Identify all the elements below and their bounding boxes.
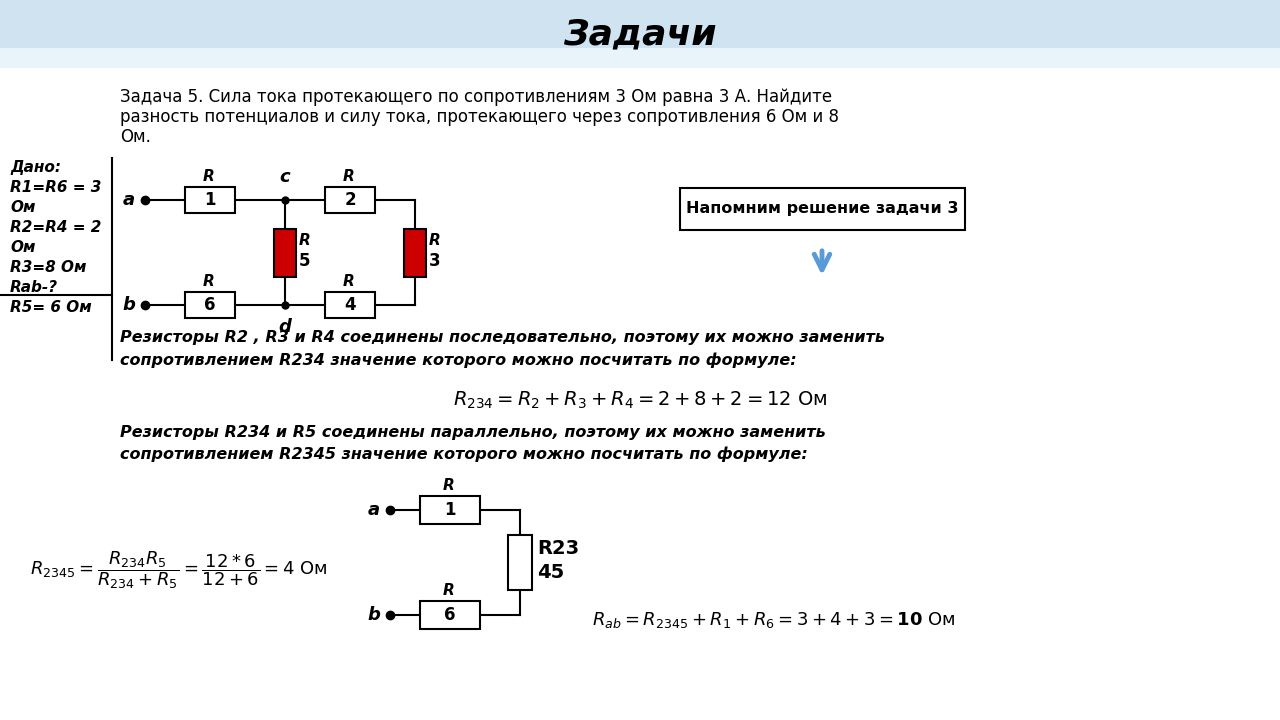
Text: R: R [443, 478, 454, 493]
Text: 3: 3 [429, 251, 440, 269]
Text: R: R [343, 169, 355, 184]
Text: 45: 45 [538, 563, 564, 582]
Bar [404, 228, 426, 276]
Text: R: R [300, 233, 311, 248]
Text: a: a [123, 191, 134, 209]
Text: 4: 4 [344, 296, 356, 314]
Text: 2: 2 [344, 191, 356, 209]
Text: 6: 6 [444, 606, 456, 624]
Text: 6: 6 [205, 296, 216, 314]
Text: R: R [343, 274, 355, 289]
Text: R: R [443, 583, 454, 598]
Text: Задача 5. Сила тока протекающего по сопротивлениям 3 Ом равна 3 А. Найдите: Задача 5. Сила тока протекающего по сопр… [120, 88, 832, 106]
Text: 5: 5 [300, 251, 311, 269]
Text: Rab-?: Rab-? [10, 280, 58, 295]
Text: R: R [204, 169, 215, 184]
FancyBboxPatch shape [0, 48, 1280, 68]
Bar [325, 292, 375, 318]
Text: d: d [279, 318, 292, 336]
Text: Напомним решение задачи 3: Напомним решение задачи 3 [686, 202, 959, 217]
Text: Дано:: Дано: [10, 160, 61, 175]
FancyBboxPatch shape [0, 0, 1280, 68]
Text: b: b [122, 296, 134, 314]
Text: Резисторы R234 и R5 соединены параллельно, поэтому их можно заменить: Резисторы R234 и R5 соединены параллельн… [120, 425, 826, 440]
Text: $R_{ab} = R_{2345} + R_1 + R_6 = 3 + 4 + 3 = \mathbf{10}$ Ом: $R_{ab} = R_{2345} + R_1 + R_6 = 3 + 4 +… [591, 610, 956, 630]
Text: $R_{2345} = \dfrac{R_{234}R_5}{R_{234} + R_5} = \dfrac{12 * 6}{12 + 6} = 4$ Ом: $R_{2345} = \dfrac{R_{234}R_5}{R_{234} +… [29, 549, 328, 591]
Text: a: a [367, 501, 380, 519]
Text: R: R [429, 233, 440, 248]
Text: R: R [204, 274, 215, 289]
Text: 1: 1 [205, 191, 216, 209]
Bar [274, 228, 296, 276]
Text: c: c [280, 168, 291, 186]
Bar [508, 535, 532, 590]
Bar [420, 496, 480, 524]
Text: сопротивлением R2345 значение которого можно посчитать по формуле:: сопротивлением R2345 значение которого м… [120, 447, 808, 462]
Text: Резисторы R2 , R3 и R4 соединены последовательно, поэтому их можно заменить: Резисторы R2 , R3 и R4 соединены последо… [120, 330, 884, 345]
Text: $R_{234} = R_2 + R_3 + R_4 = 2 + 8 + 2 = 12$ Ом: $R_{234} = R_2 + R_3 + R_4 = 2 + 8 + 2 =… [453, 390, 827, 411]
Bar [325, 187, 375, 213]
Bar [186, 187, 236, 213]
Text: Ом: Ом [10, 240, 36, 255]
Text: Ом.: Ом. [120, 128, 151, 146]
Text: R2=R4 = 2: R2=R4 = 2 [10, 220, 101, 235]
Text: Задачи: Задачи [563, 17, 717, 51]
Text: b: b [367, 606, 380, 624]
Bar [680, 188, 965, 230]
Text: разность потенциалов и силу тока, протекающего через сопротивления 6 Ом и 8: разность потенциалов и силу тока, протек… [120, 108, 838, 126]
Text: Ом: Ом [10, 200, 36, 215]
Text: R5= 6 Ом: R5= 6 Ом [10, 300, 92, 315]
Text: R3=8 Ом: R3=8 Ом [10, 260, 87, 275]
Text: сопротивлением R234 значение которого можно посчитать по формуле:: сопротивлением R234 значение которого мо… [120, 352, 796, 367]
Bar [186, 292, 236, 318]
Text: 1: 1 [444, 501, 456, 519]
Bar [420, 601, 480, 629]
Text: R1=R6 = 3: R1=R6 = 3 [10, 180, 101, 195]
Text: R23: R23 [538, 539, 579, 558]
